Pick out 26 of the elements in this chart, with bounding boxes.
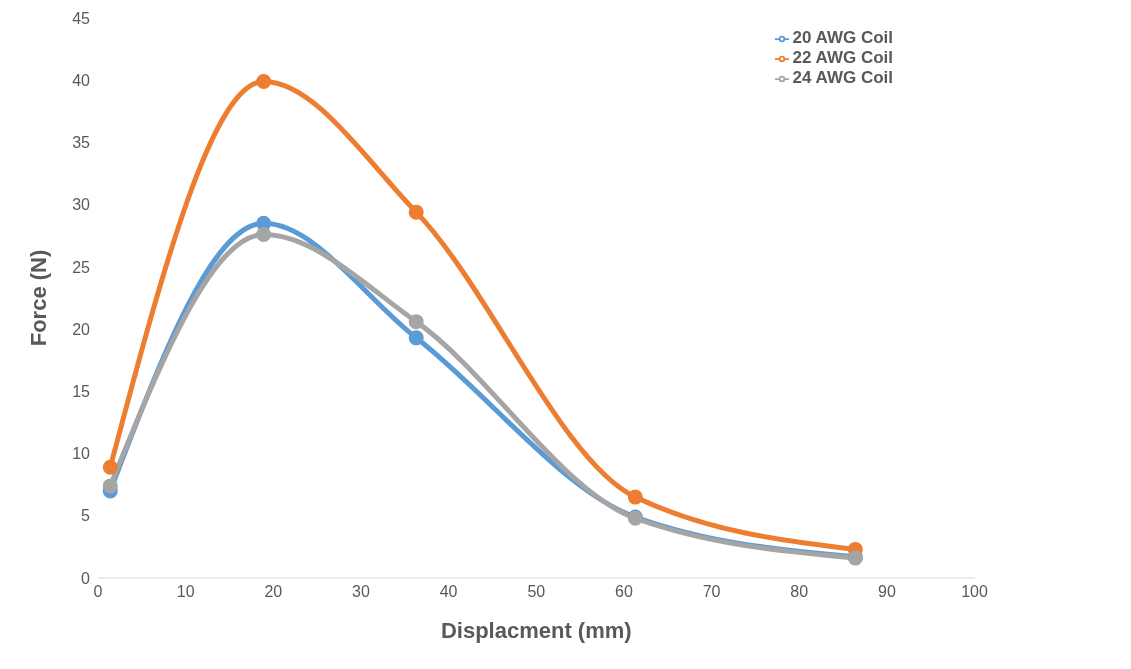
y-tick-label: 20 — [72, 320, 91, 338]
x-tick-label: 100 — [961, 583, 988, 601]
y-tick-label: 30 — [72, 196, 91, 214]
x-tick-label: 50 — [527, 583, 546, 601]
y-tick-label: 10 — [72, 445, 91, 463]
x-axis-title: Displacment (mm) — [440, 618, 632, 643]
x-tick-label: 80 — [790, 583, 809, 601]
x-tick-label: 20 — [264, 583, 283, 601]
x-tick-label: 0 — [93, 583, 103, 601]
y-tick-label: 25 — [72, 258, 91, 276]
x-tick-label: 40 — [439, 583, 458, 601]
legend-label: 22 AWG Coil — [792, 48, 893, 67]
x-tick-label: 30 — [352, 583, 370, 601]
x-tick-label: 70 — [702, 583, 721, 601]
y-tick-label: 40 — [72, 71, 91, 89]
y-tick-label: 0 — [81, 569, 91, 587]
y-tick-label: 15 — [72, 383, 91, 401]
x-tick-label: 90 — [877, 583, 896, 601]
x-tick-label: 60 — [615, 583, 633, 601]
x-tick-label: 10 — [176, 583, 195, 601]
legend-label: 20 AWG Coil — [792, 28, 893, 47]
y-axis-title: Force (N) — [25, 249, 51, 347]
y-tick-label: 5 — [81, 507, 91, 525]
y-tick-label: 35 — [72, 134, 91, 152]
legend-label: 24 AWG Coil — [792, 68, 893, 87]
y-tick-label: 45 — [72, 9, 91, 27]
